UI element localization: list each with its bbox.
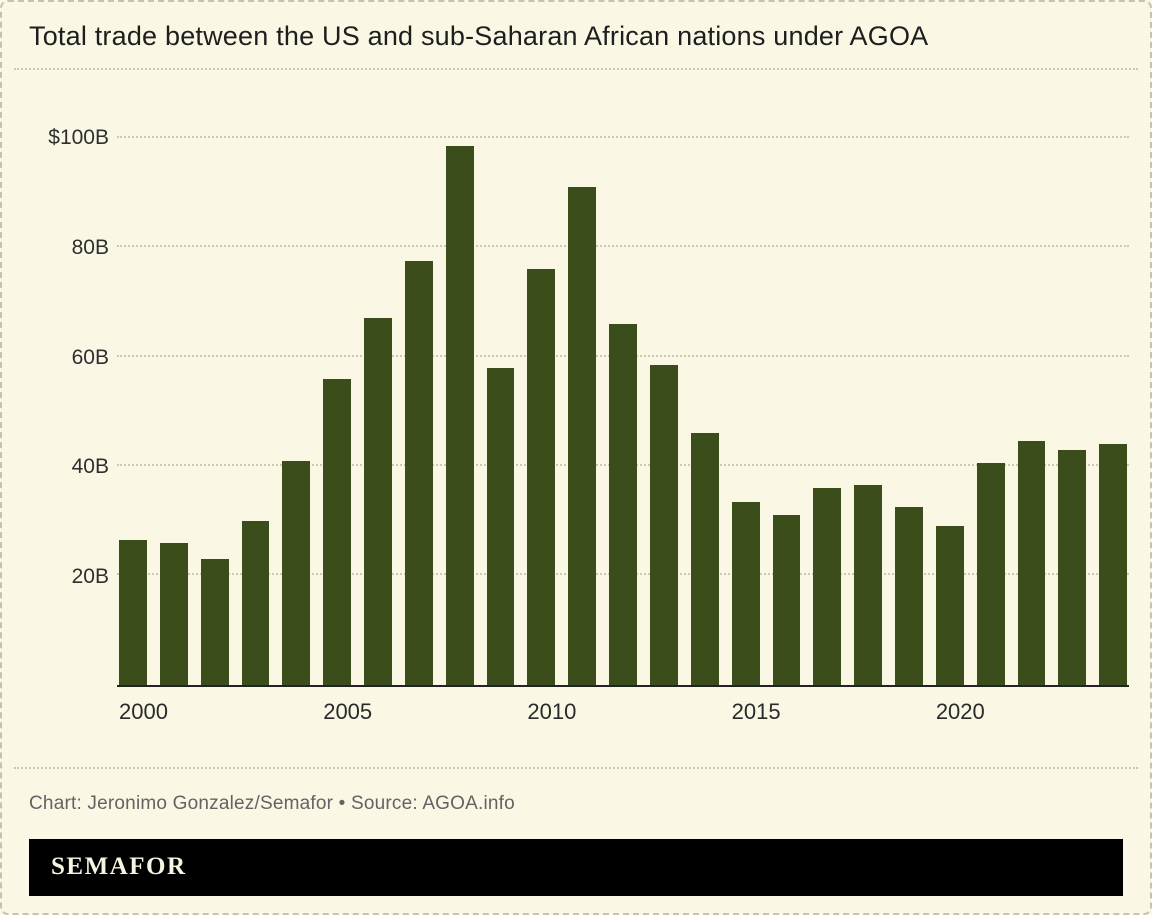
x-slot — [829, 699, 852, 733]
y-axis: $100B 80B 60B 40B 20B — [29, 100, 117, 687]
bar-2011 — [568, 187, 597, 685]
x-slot: 2020 — [936, 699, 985, 733]
x-slot — [625, 699, 648, 733]
x-tick-label: 2000 — [119, 698, 168, 724]
bar-2023 — [1058, 449, 1087, 685]
x-slot — [252, 699, 275, 733]
x-slot — [794, 699, 817, 733]
x-tick-label: 2010 — [527, 698, 577, 724]
bar-2017 — [813, 487, 842, 685]
x-slot: 2015 — [732, 699, 781, 733]
x-slot — [456, 699, 479, 733]
x-slot — [900, 699, 923, 733]
separator-top — [14, 67, 1138, 70]
x-tick-label: 2005 — [323, 698, 373, 724]
bar-2001 — [159, 542, 188, 685]
x-slot — [660, 699, 683, 733]
x-slot — [589, 699, 612, 733]
x-slot — [1069, 699, 1092, 733]
x-slot: 2000 — [119, 699, 168, 733]
bar-2010 — [527, 269, 556, 685]
y-tick-label: 80B — [71, 235, 109, 259]
x-slot — [385, 699, 408, 733]
bar-2002 — [200, 559, 229, 685]
x-slot — [1104, 699, 1127, 733]
bar-2019 — [895, 507, 923, 685]
bar-chart: $100B 80B 60B 40B 20B — [29, 100, 1129, 687]
x-slot — [998, 699, 1021, 733]
bar-2016 — [772, 515, 801, 685]
x-slot — [492, 699, 515, 733]
x-slot: 2005 — [323, 699, 372, 733]
bar-2012 — [609, 323, 637, 685]
credit-line: Chart: Jeronimo Gonzalez/Semafor • Sourc… — [29, 792, 515, 814]
x-slot — [181, 699, 204, 733]
x-axis-labels: 2000 2005 2010 2015 2020 — [117, 699, 1129, 733]
bar-2014 — [690, 433, 719, 685]
bar-2005 — [323, 378, 352, 685]
bar-2015 — [731, 501, 760, 685]
semafor-logo: SEMAFOR — [51, 853, 187, 881]
bar-2013 — [649, 364, 678, 685]
x-slot: 2010 — [527, 699, 576, 733]
chart-title: Total trade between the US and sub-Sahar… — [29, 21, 929, 51]
x-slot — [1033, 699, 1056, 733]
y-tick-label: $100B — [48, 126, 109, 150]
bar-2020 — [935, 526, 964, 685]
bar-2006 — [364, 318, 392, 685]
separator-bottom — [14, 766, 1138, 769]
x-tick-label: 2020 — [935, 698, 985, 724]
y-tick-label: 60B — [71, 345, 109, 369]
x-slot — [696, 699, 719, 733]
x-slot — [865, 699, 888, 733]
bar-2018 — [854, 485, 883, 685]
bar-2022 — [1017, 441, 1046, 685]
plot-area — [117, 100, 1129, 687]
bar-2009 — [486, 367, 515, 685]
bar-2007 — [404, 261, 433, 685]
brand-banner: SEMAFOR — [29, 838, 1123, 896]
gridline-80 — [117, 245, 1129, 248]
x-slot — [421, 699, 444, 733]
y-tick-label: 40B — [71, 455, 109, 479]
x-slot — [288, 699, 311, 733]
bar-2000 — [119, 539, 147, 685]
x-slot — [217, 699, 240, 733]
bar-2003 — [241, 520, 270, 685]
bar-2004 — [282, 460, 311, 685]
bar-2024 — [1099, 444, 1128, 685]
bars-row — [117, 100, 1129, 685]
bar-2021 — [976, 463, 1005, 685]
gridline-100 — [117, 136, 1129, 139]
x-tick-label: 2015 — [731, 698, 781, 724]
y-tick-label: 20B — [71, 565, 109, 589]
bar-2008 — [445, 146, 474, 685]
